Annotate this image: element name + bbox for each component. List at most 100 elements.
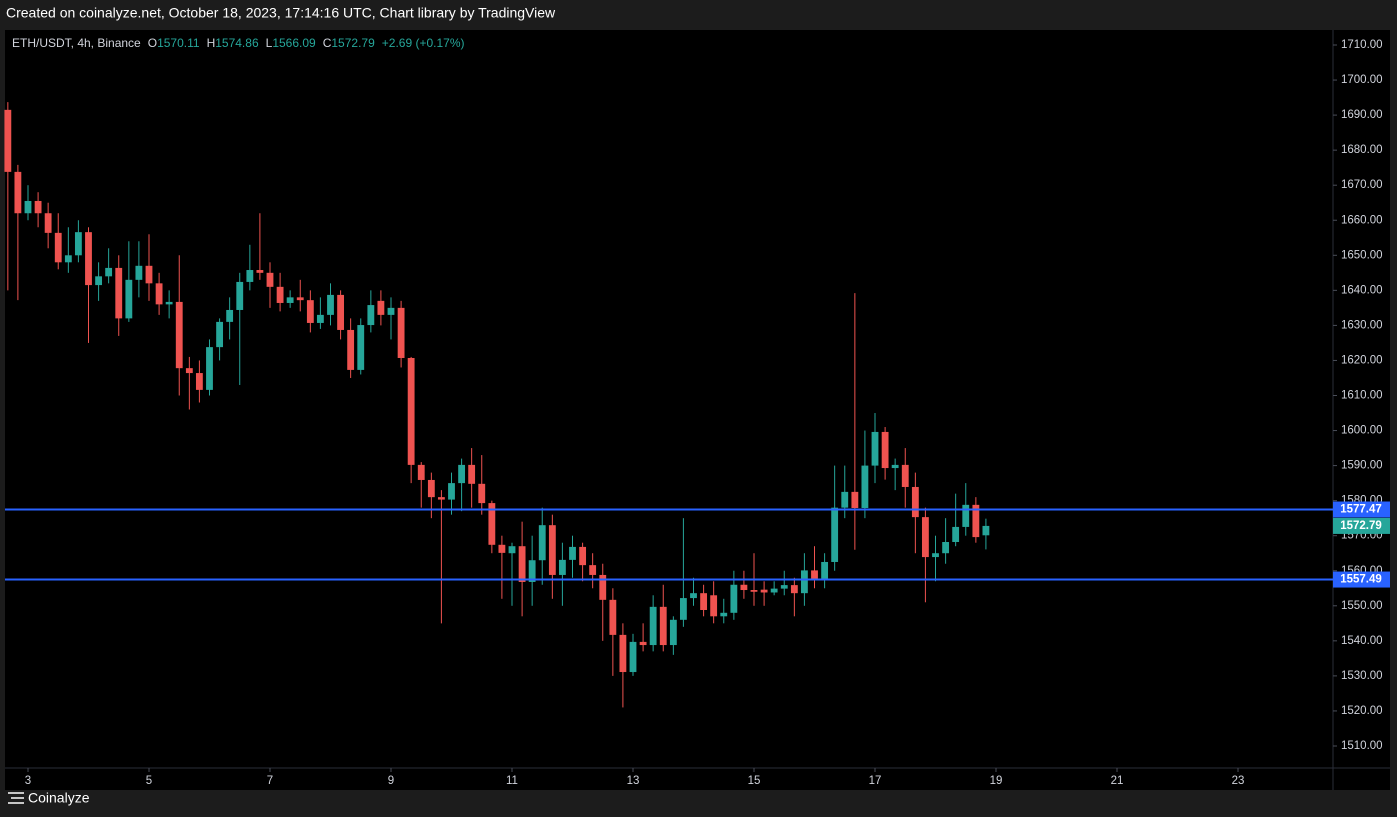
candle-body — [569, 546, 576, 560]
candle-body — [74, 232, 82, 256]
candle-body — [276, 286, 284, 303]
x-tick-label: 23 — [1232, 775, 1245, 787]
candle-body — [24, 200, 32, 214]
x-tick-label: 5 — [146, 775, 152, 787]
candle-body — [750, 590, 758, 592]
candle-body — [427, 479, 435, 498]
candle-body — [518, 546, 526, 582]
candle-body — [972, 504, 980, 538]
candle-body — [4, 109, 12, 172]
candle-body — [246, 270, 254, 282]
candle-body — [599, 574, 607, 600]
symbol: ETH/USDT, 4h, Binance — [12, 36, 141, 50]
ohlc-label: H — [206, 36, 216, 50]
candle-body — [649, 606, 657, 646]
candle-body — [679, 598, 687, 620]
candle-body — [105, 267, 113, 277]
x-tick-label: 11 — [506, 775, 518, 787]
candle-body — [528, 560, 536, 582]
candle-body — [760, 589, 768, 593]
candle-body — [286, 297, 294, 303]
candle-body — [770, 588, 778, 593]
candle-body — [165, 301, 173, 305]
y-tick-label: 1710.00 — [1341, 39, 1383, 51]
candle-body — [85, 232, 92, 286]
y-tick-label: 1670.00 — [1341, 179, 1383, 191]
price-label-box — [1333, 501, 1390, 518]
candle-body — [458, 464, 466, 484]
candle-body — [206, 347, 213, 390]
candle-body — [195, 373, 203, 390]
candle-body — [619, 634, 627, 673]
candle-body — [367, 305, 375, 326]
legend: ETH/USDT, 4h, Binance O1570.11 H1574.86 L15… — [12, 36, 472, 50]
candle-body — [44, 213, 52, 233]
candle-body — [589, 565, 597, 575]
candle-body — [669, 619, 677, 646]
y-tick-label: 1660.00 — [1341, 214, 1383, 226]
candle-body — [54, 232, 62, 263]
candle-body — [437, 497, 445, 500]
candle-body — [306, 300, 314, 323]
candle-body — [629, 641, 637, 673]
candle-body — [871, 431, 879, 466]
candle-body — [811, 570, 818, 580]
change: +2.69 (+0.17%) — [381, 36, 465, 50]
candle-body — [337, 294, 345, 330]
x-tick-label: 13 — [627, 775, 640, 787]
candle-body — [327, 294, 334, 315]
candle-body — [397, 307, 405, 358]
candle-body — [508, 546, 516, 554]
candle-body — [417, 464, 425, 480]
candle-body — [700, 593, 708, 610]
candle-body — [609, 599, 617, 635]
candle-body — [377, 300, 385, 315]
candle-body — [942, 542, 950, 554]
candle-body — [498, 544, 506, 553]
candle-body — [548, 525, 556, 575]
y-tick-label: 1610.00 — [1341, 390, 1383, 402]
candle-body — [468, 464, 476, 484]
candle-body — [659, 606, 667, 646]
candle-body — [780, 585, 788, 589]
candle-body — [730, 584, 738, 613]
ohlc-value: 1574.86 — [215, 36, 259, 50]
candle-body — [851, 491, 859, 509]
candle-body — [226, 309, 234, 322]
candle-body — [448, 483, 455, 500]
candle-body — [125, 279, 133, 319]
x-tick-label: 17 — [869, 775, 882, 787]
candle-body — [720, 612, 728, 617]
ohlc-label: O — [147, 36, 158, 50]
candle-body — [982, 525, 990, 536]
candle-body — [407, 357, 415, 465]
y-tick-label: 1550.00 — [1341, 600, 1383, 612]
candle-body — [478, 483, 486, 504]
candle-body — [34, 200, 42, 214]
candle-body — [256, 270, 264, 273]
plot-area — [5, 30, 1390, 790]
candle-body — [911, 486, 919, 518]
y-tick-label: 1510.00 — [1341, 740, 1383, 752]
y-tick-label: 1590.00 — [1341, 460, 1383, 472]
price-label: 1577.47 — [1340, 504, 1382, 516]
y-tick-label: 1690.00 — [1341, 109, 1383, 121]
x-tick-label: 7 — [267, 775, 273, 787]
x-tick-label: 3 — [25, 775, 31, 787]
x-tick-label: 21 — [1111, 775, 1124, 787]
price-label: 1557.49 — [1340, 574, 1382, 586]
y-tick-label: 1600.00 — [1341, 425, 1383, 437]
candle-body — [488, 503, 496, 545]
candle-body — [710, 595, 718, 617]
y-tick-label: 1530.00 — [1341, 670, 1383, 682]
ohlc-value: 1572.79 — [331, 36, 375, 50]
candle-body — [790, 585, 798, 594]
candle-body — [185, 368, 193, 374]
candle-body — [821, 561, 829, 580]
candle-body — [690, 593, 697, 599]
candle-body — [831, 507, 839, 562]
candle-body — [579, 546, 587, 566]
candle-body — [175, 301, 183, 369]
y-tick-label: 1640.00 — [1341, 284, 1383, 296]
candle-body — [14, 171, 22, 214]
